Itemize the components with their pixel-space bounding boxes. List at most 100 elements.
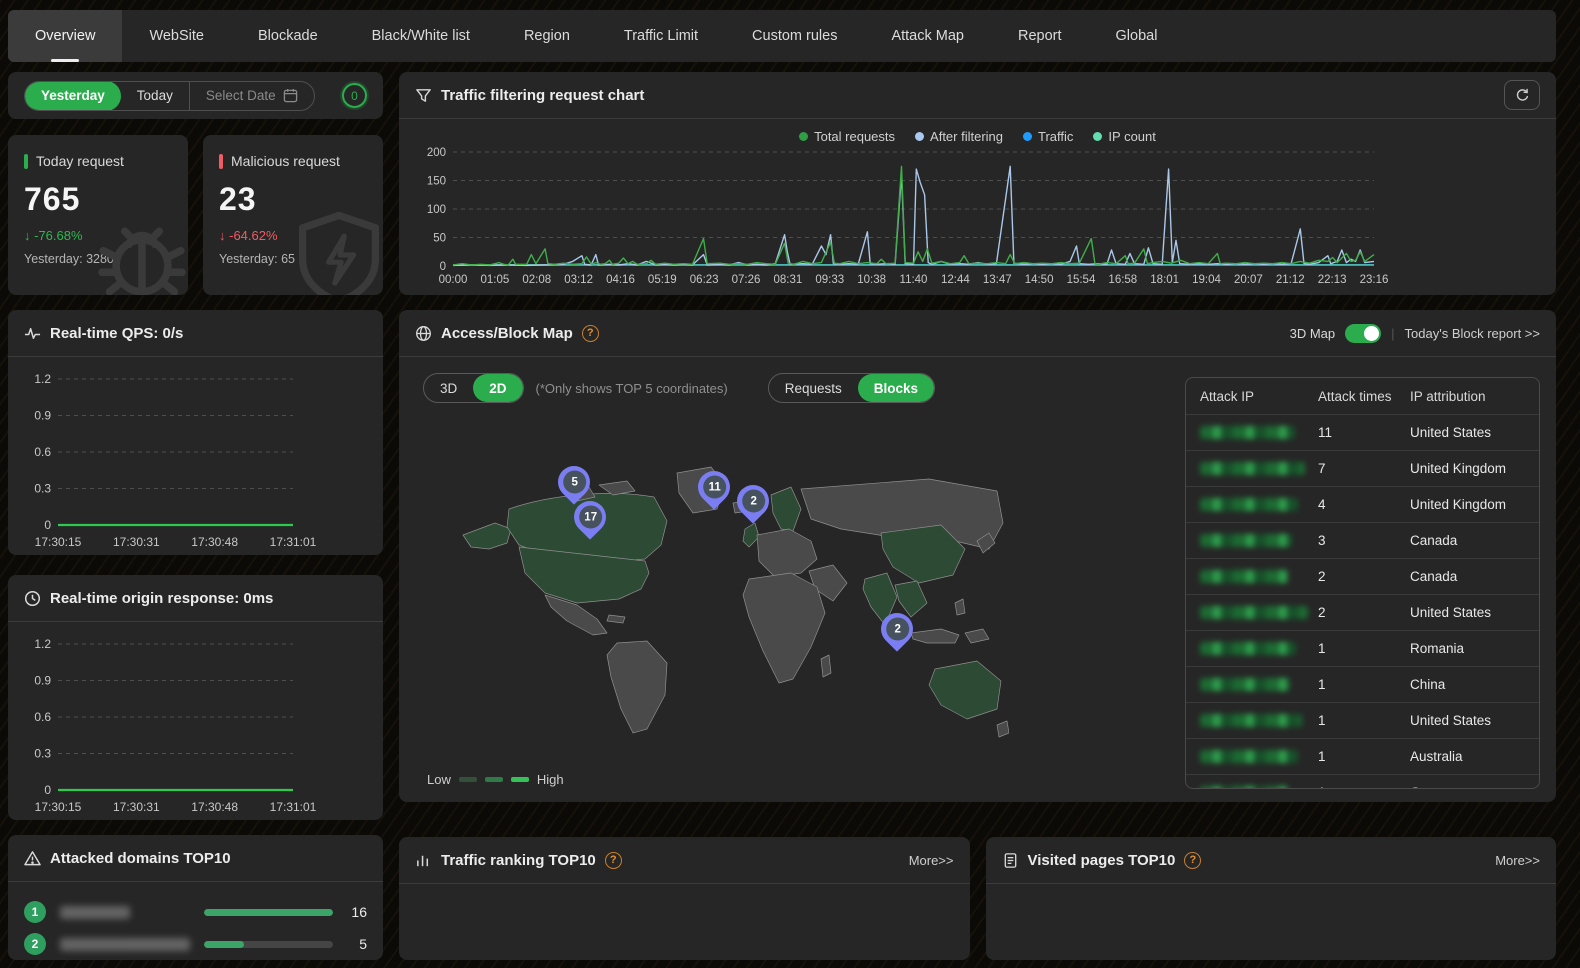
- attack-times-value: 1: [1318, 641, 1326, 656]
- tab-overview[interactable]: Overview: [8, 10, 123, 62]
- map-3d-toggle[interactable]: [1345, 323, 1382, 343]
- redacted-attack-ip: [1200, 498, 1298, 511]
- table-row: 1 Australia: [1186, 738, 1539, 774]
- panel-title: Real-time origin response: 0ms: [50, 589, 274, 607]
- tab-black-white-list[interactable]: Black/White list: [345, 10, 497, 62]
- tab-traffic-limit[interactable]: Traffic Limit: [597, 10, 725, 62]
- legend-item-ip-count[interactable]: IP count: [1093, 129, 1156, 144]
- redacted-attack-ip: [1200, 786, 1288, 788]
- tab-label: Custom rules: [752, 28, 838, 44]
- map-pin[interactable]: 2: [874, 606, 920, 652]
- select-date-button[interactable]: Select Date: [190, 82, 314, 110]
- counter-badge[interactable]: 0: [342, 83, 367, 108]
- bottom-panels-row: Traffic ranking TOP10 ? More>> Visited p…: [399, 837, 1556, 960]
- help-icon[interactable]: ?: [581, 324, 599, 342]
- tab-report[interactable]: Report: [991, 10, 1089, 62]
- legend-high-label: High: [536, 772, 564, 787]
- legend-item-traffic[interactable]: Traffic: [1023, 129, 1073, 144]
- tab-label: Global: [1115, 28, 1158, 44]
- svg-text:07:26: 07:26: [732, 274, 761, 286]
- help-icon[interactable]: ?: [604, 851, 622, 869]
- svg-text:17:30:48: 17:30:48: [191, 535, 238, 549]
- mode-switch: Requests Blocks: [767, 373, 936, 403]
- svg-text:17:30:31: 17:30:31: [113, 800, 160, 814]
- redacted-attack-ip: [1200, 570, 1288, 583]
- map-content: 3D 2D (*Only shows TOP 5 coordinates) Re…: [399, 357, 1556, 801]
- attack-times-value: 7: [1318, 461, 1326, 476]
- blocks-button[interactable]: Blocks: [857, 374, 935, 402]
- table-row: 11 United States: [1186, 414, 1539, 450]
- today-request-card: Today request 765 ↓ -76.68% Yesterday: 3…: [8, 135, 188, 295]
- redacted-attack-ip: [1200, 606, 1308, 619]
- requests-button[interactable]: Requests: [769, 374, 858, 402]
- svg-text:15:54: 15:54: [1067, 274, 1096, 286]
- column-attack-ip: Attack IP: [1200, 388, 1255, 404]
- ip-attribution-value: United States: [1410, 605, 1492, 620]
- redacted-domain: [60, 937, 190, 951]
- map-pin[interactable]: 2: [729, 478, 776, 524]
- svg-text:21:12: 21:12: [1276, 274, 1305, 286]
- attack-times-value: 4: [1318, 497, 1326, 512]
- map-note: (*Only shows TOP 5 coordinates): [535, 380, 728, 396]
- tab-region[interactable]: Region: [497, 10, 597, 62]
- map-pin[interactable]: 11: [691, 463, 737, 510]
- qps-chart: 0 0.3 0.6 0.9 1.2 17:30:15 17:30:31 17:30:48 17:…: [24, 365, 367, 551]
- refresh-button[interactable]: [1504, 80, 1540, 110]
- rank-badge: 2: [24, 933, 46, 955]
- svg-text:200: 200: [427, 147, 446, 159]
- left-column: Yesterday Today Select Date 0 Today requ…: [8, 72, 383, 960]
- ip-attribution-value: Canada: [1410, 569, 1458, 584]
- svg-text:23:16: 23:16: [1360, 274, 1389, 286]
- bar-fill: [204, 908, 333, 916]
- map-2d-button[interactable]: 2D: [473, 374, 523, 402]
- block-report-link[interactable]: Today's Block report >>: [1404, 325, 1540, 341]
- help-icon[interactable]: ?: [1184, 851, 1202, 869]
- map-3d-button[interactable]: 3D: [424, 374, 473, 402]
- svg-text:05:19: 05:19: [648, 274, 677, 286]
- rank-badge: 1: [24, 901, 46, 923]
- tab-custom-rules[interactable]: Custom rules: [725, 10, 864, 62]
- stat-yesterday: Yesterday: 3280: [24, 252, 114, 266]
- yesterday-button[interactable]: Yesterday: [25, 81, 121, 110]
- svg-text:03:12: 03:12: [564, 274, 593, 286]
- legend-low-label: Low: [427, 772, 451, 787]
- svg-text:22:13: 22:13: [1318, 274, 1347, 286]
- ip-attribution-value: Germany: [1410, 785, 1525, 788]
- redacted-attack-ip: [1200, 678, 1290, 691]
- attack-times-value: 2: [1318, 605, 1326, 620]
- redacted-attack-ip: [1200, 714, 1302, 727]
- realtime-qps-panel: Real-time QPS: 0/s 0 0.3 0.6 0.9 1.2 17:30:15…: [8, 310, 383, 555]
- svg-text:17:30:31: 17:30:31: [113, 535, 160, 549]
- tab-blockade[interactable]: Blockade: [231, 10, 345, 62]
- select-date-placeholder: Select Date: [205, 88, 276, 103]
- today-button[interactable]: Today: [121, 82, 189, 110]
- svg-text:50: 50: [433, 233, 446, 245]
- tab-global[interactable]: Global: [1089, 10, 1185, 62]
- more-link[interactable]: More>>: [1495, 852, 1540, 868]
- pin-body: 2: [729, 478, 776, 524]
- svg-text:0: 0: [44, 783, 51, 797]
- legend-label: Traffic: [1038, 129, 1074, 144]
- toggle-knob: [1364, 325, 1380, 341]
- tab-attack-map[interactable]: Attack Map: [864, 10, 991, 62]
- pin-body: 17: [567, 494, 613, 540]
- svg-text:17:31:01: 17:31:01: [270, 800, 317, 814]
- attacked-domains-panel: Attacked domains TOP10 1 16 2 5: [8, 835, 383, 960]
- map-pin[interactable]: 17: [567, 494, 613, 540]
- legend-item-total-requests[interactable]: Total requests: [799, 129, 895, 144]
- pin-count: 5: [562, 470, 586, 494]
- map-pin[interactable]: 5: [551, 459, 597, 505]
- legend-item-after-filtering[interactable]: After filtering: [915, 129, 1003, 144]
- attack-ip-table: Attack IP Attack times IP attribution 11…: [1185, 377, 1540, 789]
- more-link[interactable]: More>>: [908, 852, 954, 868]
- attack-times-value: 1: [1318, 713, 1326, 728]
- tab-website[interactable]: WebSite: [122, 10, 231, 62]
- world-map[interactable]: 5 17 11 2 2: [449, 437, 1010, 757]
- redacted-attack-ip: [1200, 642, 1296, 655]
- heat-step-mid: [484, 777, 503, 782]
- stat-value: 765: [24, 181, 81, 217]
- ip-attribution-value: United States: [1410, 713, 1492, 728]
- heat-step-low: [458, 777, 477, 782]
- attacked-domains-list: 1 16 2 5: [8, 882, 383, 960]
